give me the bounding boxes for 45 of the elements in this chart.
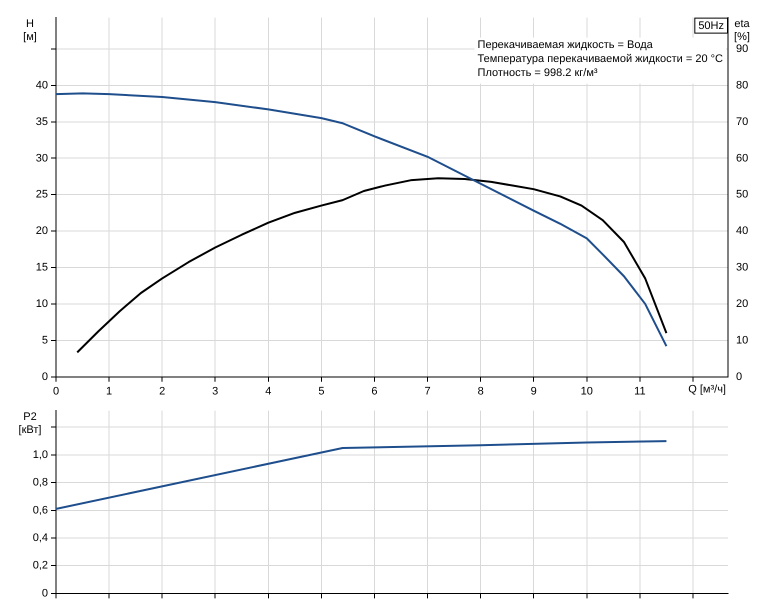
chart-title: 50Hz — [698, 20, 724, 32]
x-tick-label: 9 — [530, 385, 537, 398]
x-tick-label: 4 — [265, 385, 272, 398]
x-axis-title: Q [м³/ч] — [688, 383, 726, 396]
y-tick-label: 10 — [36, 298, 48, 310]
x-tick-label: 7 — [424, 385, 431, 398]
x-tick-label: 2 — [159, 385, 166, 398]
x-tick-label: 3 — [212, 385, 218, 398]
x-tick-label: 5 — [318, 385, 324, 398]
y-tick-label: 0 — [42, 587, 48, 600]
y-tick-label: 0,4 — [32, 532, 48, 544]
y-axis-title: H [м] — [23, 18, 37, 44]
y-tick-label: 0 — [42, 370, 48, 383]
y-tick-label: 0,2 — [32, 560, 48, 572]
y2-tick-label: 50 — [736, 188, 748, 201]
annotation: Перекачиваемая жидкость = Вода — [478, 39, 654, 52]
y-tick-label: 0,6 — [32, 504, 48, 516]
x-tick-label: 11 — [634, 385, 646, 398]
y2-tick-label: 80 — [736, 79, 748, 92]
y-tick-label: 1,0 — [32, 448, 48, 461]
x-tick-label: 1 — [106, 385, 112, 398]
y2-tick-label: 60 — [736, 152, 748, 164]
y-tick-label: 25 — [36, 188, 48, 201]
annotation: Плотность = 998.2 кг/м³ — [478, 67, 598, 80]
x-tick-label: 10 — [580, 385, 593, 398]
y2-tick-label: 90 — [736, 42, 748, 55]
y2-tick-label: 70 — [736, 116, 748, 128]
y-tick-label: 30 — [36, 152, 48, 164]
x-tick-label: 0 — [52, 385, 60, 398]
y2-axis-title: eta [%] — [734, 18, 751, 44]
y2-tick-label: 20 — [736, 298, 748, 310]
y-tick-label: 40 — [36, 79, 48, 92]
y-tick-label: 0,8 — [32, 476, 48, 489]
annotation: Температура перекачиваемой жидкости = 20 °C — [478, 53, 724, 66]
y-tick-label: 20 — [36, 225, 48, 238]
x-tick-label: 6 — [371, 385, 378, 398]
y-tick-label: 5 — [42, 334, 48, 346]
y2-tick-label: 10 — [736, 334, 748, 346]
y-tick-label: 35 — [36, 116, 48, 128]
y-axis-title: P2 [кВт] — [18, 411, 42, 436]
x-tick-label: 8 — [478, 385, 484, 398]
y2-tick-label: 0 — [736, 370, 742, 383]
y2-tick-label: 30 — [736, 262, 748, 274]
y-tick-label: 15 — [36, 262, 48, 274]
y2-tick-label: 40 — [736, 225, 748, 238]
